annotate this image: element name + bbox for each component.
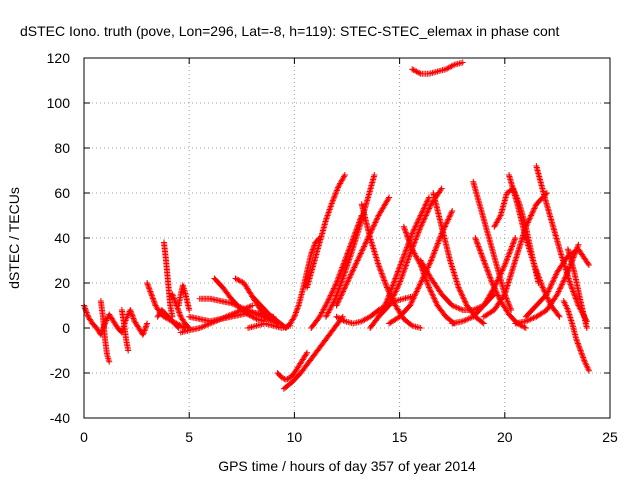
data-series-7: [175, 282, 193, 313]
y-tick-label: 80: [54, 140, 70, 156]
data-series-23: [358, 201, 424, 331]
x-axis-title: GPS time / hours of day 357 of year 2014: [218, 458, 476, 474]
data-series-39: [522, 246, 592, 320]
data-series-17: [282, 235, 323, 331]
y-axis-title: dSTEC / TECUs: [6, 187, 22, 289]
x-tick-label: 0: [80, 429, 88, 445]
data-series-28: [409, 59, 466, 77]
data-series-16: [280, 313, 346, 392]
data-series-37: [533, 163, 590, 325]
y-tick-label: -20: [50, 365, 70, 381]
chart-title: dSTEC Iono. truth (pove, Lon=296, Lat=-8…: [20, 23, 560, 39]
y-tick-label: 40: [54, 230, 70, 246]
data-series-4: [154, 307, 182, 331]
data-series-12: [177, 302, 256, 336]
y-tick-label: 60: [54, 185, 70, 201]
y-tick-label: 120: [47, 50, 71, 66]
x-tick-label: 10: [287, 429, 303, 445]
data-series-1: [97, 298, 113, 365]
grid: [84, 58, 610, 418]
data-series-15: [274, 349, 311, 383]
data-series-2: [118, 307, 132, 354]
data-marks: [81, 59, 592, 392]
x-tick-label: 5: [185, 429, 193, 445]
data-series-31: [449, 235, 519, 327]
x-tick-label: 25: [602, 429, 618, 445]
x-tick-label: 15: [392, 429, 408, 445]
y-tick-label: 20: [54, 275, 70, 291]
x-tick-label: 20: [497, 429, 513, 445]
data-series-0: [81, 302, 151, 338]
y-tick-label: -40: [50, 410, 70, 426]
data-series-29: [430, 190, 487, 327]
data-series-36: [506, 172, 563, 320]
data-series-18: [304, 172, 348, 291]
data-series-41: [564, 246, 590, 331]
data-series-5: [160, 239, 176, 320]
data-series-13: [249, 293, 289, 331]
data-series-19: [308, 212, 365, 331]
axis-ticks: 0 5 10 15 20 25 -40 -20 0 20 40 60 80 100 120: [47, 50, 618, 445]
y-tick-label: 100: [47, 95, 71, 111]
data-series-20: [322, 172, 378, 320]
y-tick-label: 0: [62, 320, 70, 336]
data-series-40: [560, 298, 592, 374]
